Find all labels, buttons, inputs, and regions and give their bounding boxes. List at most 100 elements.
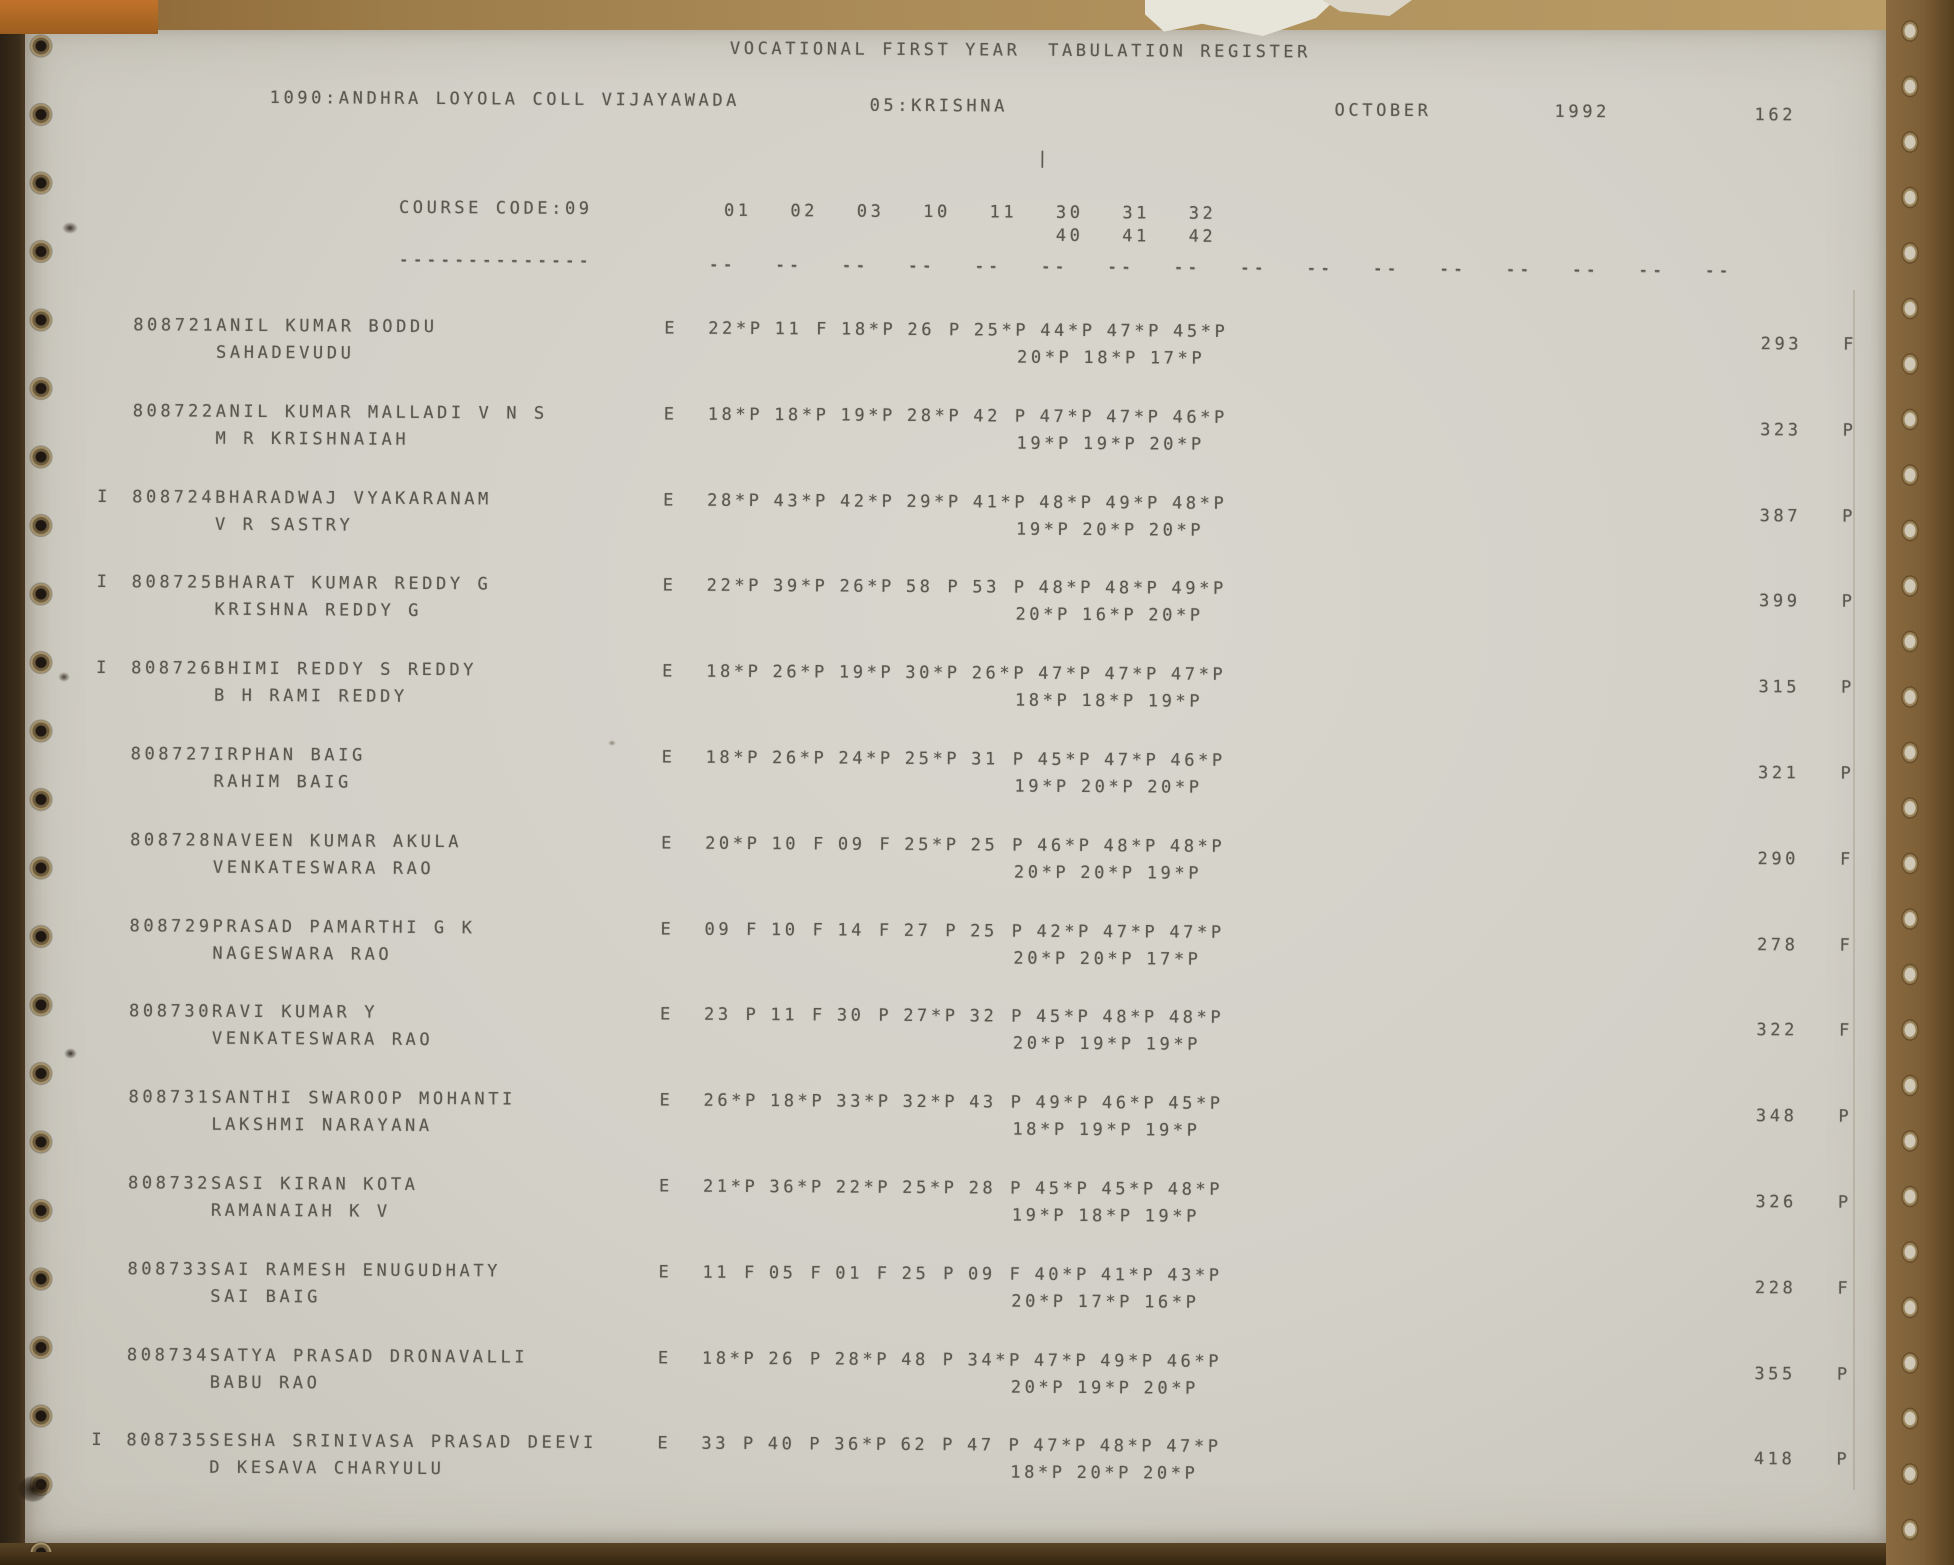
result-code: P [1836, 1364, 1851, 1385]
parent-name: VENKATESWARA RAO [211, 1029, 434, 1051]
column-underline-dash: -- [1106, 257, 1135, 278]
mark-cell: 16*P [1144, 1292, 1200, 1313]
parent-name: B H RAMI REDDY [213, 685, 408, 708]
mark-cell: 46*P [1101, 1093, 1158, 1114]
mark-cell: 20*P [1012, 1033, 1069, 1055]
column-header: 40 [1055, 225, 1084, 247]
binding-holes-left [14, 12, 74, 1552]
result-code: F [1839, 935, 1854, 956]
mark-cell: 20*P [1079, 948, 1136, 969]
mark-cell: 36*P [769, 1177, 825, 1198]
mark-cell: 41*P [1100, 1264, 1157, 1286]
student-name: NAVEEN KUMAR AKULA [213, 830, 463, 853]
student-name: BHIMI REDDY S REDDY [214, 658, 478, 681]
mark-cell: 49*P [1171, 578, 1227, 600]
mark-cell: 11 F [702, 1262, 758, 1283]
register-number: 808731 [128, 1087, 212, 1108]
mark-cell: 09 F [704, 919, 760, 940]
mark-cell: 09 F [968, 1264, 1024, 1285]
mark-cell: 33*P [836, 1091, 892, 1113]
mark-cell: 48*P [1099, 1436, 1156, 1457]
column-underline-dash: -- [1438, 259, 1467, 280]
mark-cell: 48*P [1102, 1007, 1158, 1028]
parent-name: KRISHNA REDDY G [214, 600, 423, 622]
mark-cell: 20*P [1080, 862, 1136, 884]
mark-cell: 28 P [968, 1178, 1024, 1199]
mark-cell: 20*P [1010, 1377, 1067, 1398]
column-underline-dash: -- [1306, 258, 1334, 279]
mark-cell: 20*P [1011, 1291, 1067, 1312]
medium-code: E [659, 1004, 674, 1025]
exam-month: OCTOBER [1334, 100, 1432, 122]
total-marks: 323 [1760, 419, 1802, 441]
column-header: 01 [723, 200, 752, 221]
mark-cell: 32*P [902, 1092, 959, 1113]
column-underline-dash: -- [1704, 260, 1733, 281]
total-marks: 326 [1755, 1192, 1797, 1213]
medium-code: E [659, 1090, 674, 1111]
mark-cell: 33 P [701, 1434, 757, 1455]
mark-cell: 48 P [901, 1349, 957, 1370]
mark-cell: 47*P [1170, 664, 1227, 686]
mark-cell: 28*P [707, 490, 763, 511]
mark-cell: 45*P [1168, 1093, 1224, 1115]
column-header: 31 [1122, 203, 1151, 224]
ink-smudge [64, 1048, 77, 1059]
mark-cell: 01 F [835, 1263, 891, 1284]
mark-cell: 17*P [1077, 1291, 1134, 1313]
mark-cell: 47*P [1039, 406, 1096, 427]
student-name: PRASAD PAMARTHI G K [212, 916, 476, 938]
parent-name: BABU RAO [209, 1372, 321, 1393]
mark-cell: 22*P [835, 1177, 892, 1198]
mark-cell: 20*P [1082, 519, 1138, 540]
mark-cell: 18*P [1078, 1205, 1134, 1227]
register-number: 808722 [132, 401, 216, 422]
medium-code: E [661, 747, 676, 768]
column-underline-dash: -- [974, 256, 1002, 277]
mark-cell: 53 P [972, 577, 1028, 599]
column-underline-dash: -- [774, 255, 803, 276]
medium-code: E [664, 318, 679, 339]
mark-cell: 47 P [966, 1435, 1023, 1457]
mark-cell: 48*P [1104, 578, 1161, 599]
medium-code: E [662, 661, 677, 682]
mark-cell: 19*P [1082, 433, 1139, 455]
student-name: SASI KIRAN KOTA [210, 1173, 419, 1195]
mark-cell: 32 P [969, 1006, 1026, 1028]
mark-cell: 20*P [1015, 604, 1071, 626]
mark-cell: 45*P [1035, 1007, 1092, 1028]
mark-cell: 25*P [902, 1177, 958, 1199]
mark-cell: 20*P [1013, 862, 1070, 883]
mark-cell: 25*P [973, 320, 1030, 341]
result-code: P [1836, 1450, 1851, 1471]
mark-cell: 17*P [1149, 348, 1206, 369]
mark-cell: 49*P [1035, 1092, 1091, 1114]
mark-cell: 44*P [1040, 320, 1096, 342]
result-code: P [1838, 1106, 1853, 1127]
column-header: 30 [1055, 202, 1084, 224]
mark-cell: 16*P [1081, 605, 1138, 626]
result-code: F [1839, 849, 1854, 870]
mark-cell: 20*P [1148, 520, 1205, 541]
column-underline-dash: -- [708, 254, 737, 275]
mark-cell: 48*P [1038, 578, 1095, 599]
mark-cell: 47*P [1106, 321, 1163, 342]
mark-cell: 45*P [1034, 1178, 1091, 1200]
column-header: 02 [790, 201, 819, 222]
mark-cell: 26 P [768, 1348, 824, 1370]
column-underline-dash: -- [841, 255, 870, 276]
mark-cell: 18*P [1081, 691, 1137, 712]
mark-cell: 48*P [1103, 835, 1159, 857]
register-number: 808721 [133, 315, 217, 336]
total-marks: 418 [1753, 1449, 1796, 1470]
mark-cell: 11 F [774, 319, 831, 340]
student-name: IRPHAN BAIG [213, 744, 366, 766]
register-number: 808734 [126, 1344, 211, 1366]
total-marks: 293 [1760, 334, 1803, 355]
column-underline-dash: -- [1505, 259, 1534, 280]
mark-cell: 47*P [1106, 406, 1162, 428]
mark-cell: 18*P [1014, 690, 1071, 712]
mark-cell: 14 F [837, 920, 893, 941]
mark-cell: 19*P [838, 662, 895, 684]
mark-cell: 19*P [840, 405, 896, 426]
